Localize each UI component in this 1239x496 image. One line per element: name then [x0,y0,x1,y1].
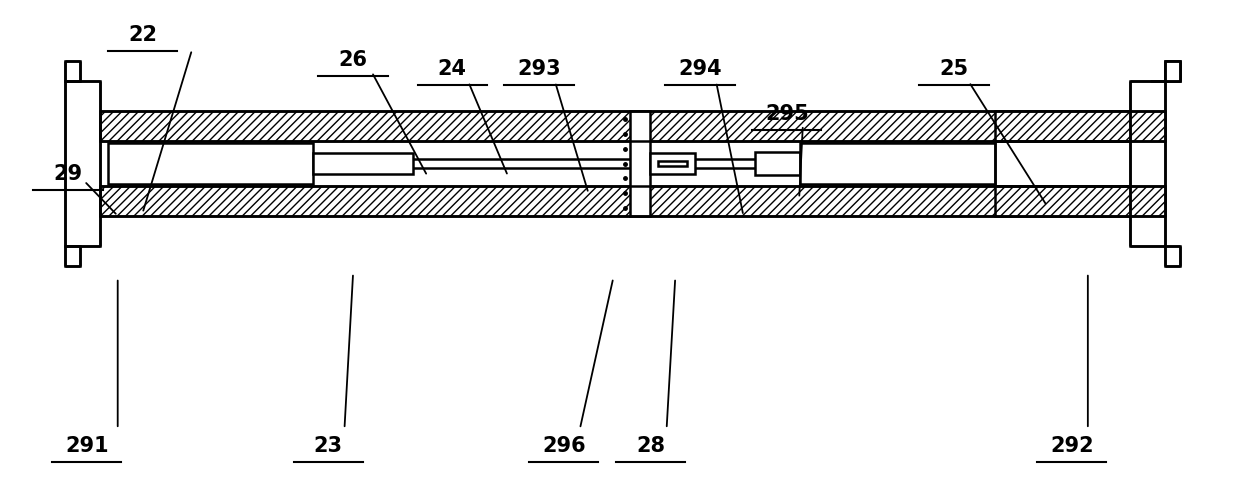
Text: 29: 29 [53,164,83,184]
Bar [100,111,1165,141]
Bar [995,111,1130,141]
Bar [1165,246,1180,266]
Bar [650,153,695,174]
Bar [1165,61,1180,81]
Bar [1130,81,1165,246]
Text: 24: 24 [437,60,467,79]
Text: 25: 25 [939,60,969,79]
Text: 26: 26 [338,50,368,69]
Bar [108,143,313,184]
Bar [100,186,1165,216]
Bar [629,111,650,216]
Bar [64,81,100,246]
Text: 22: 22 [128,25,157,45]
Text: 291: 291 [64,436,109,456]
Text: 294: 294 [678,60,722,79]
Bar [64,61,81,81]
Text: 296: 296 [541,436,586,456]
Bar [995,186,1130,216]
Bar [800,143,995,184]
Bar [658,161,686,166]
Bar [1165,61,1180,81]
Text: 23: 23 [313,436,343,456]
Bar [755,152,800,175]
Text: 28: 28 [636,436,665,456]
Bar [313,153,413,174]
Text: 293: 293 [517,60,561,79]
Text: 295: 295 [764,104,809,124]
Bar [64,246,81,266]
Bar [64,81,100,246]
Text: 292: 292 [1049,436,1094,456]
